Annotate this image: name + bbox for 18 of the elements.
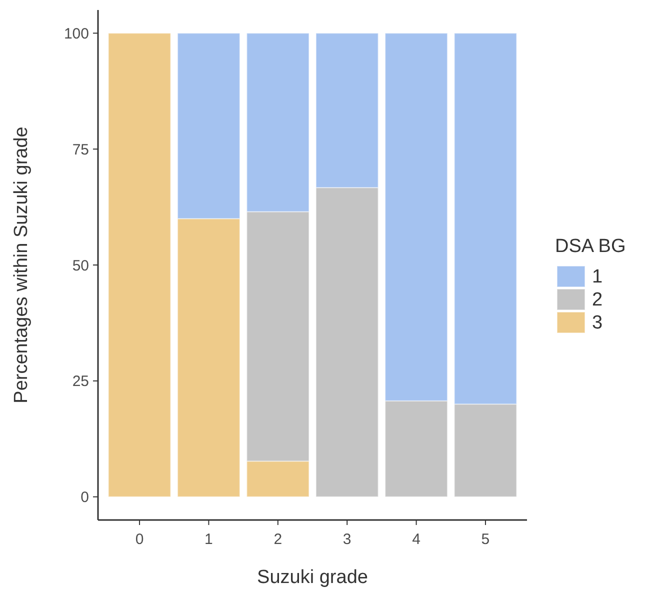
- y-tick-label: 0: [80, 489, 89, 506]
- y-tick-label: 50: [72, 257, 89, 274]
- legend-title: DSA BG: [555, 236, 626, 257]
- legend-label: 2: [592, 290, 603, 311]
- y-axis-title: Percentages within Suzuki grade: [11, 126, 32, 404]
- x-axis-title: Suzuki grade: [257, 567, 368, 588]
- x-tick-label: 4: [412, 531, 420, 548]
- y-tick-label: 75: [72, 141, 89, 158]
- x-tick-label: 3: [342, 531, 352, 548]
- x-tick-label: 2: [274, 531, 282, 548]
- legend-label: 1: [592, 266, 603, 288]
- legend-label: 3: [592, 312, 603, 334]
- y-tick-label: 100: [64, 25, 89, 42]
- x-tick-label: 1: [204, 531, 213, 548]
- x-tick-label: 5: [481, 531, 490, 548]
- x-tick-label: 0: [135, 531, 144, 548]
- y-tick-label: 25: [72, 373, 89, 390]
- bar: [108, 32, 172, 498]
